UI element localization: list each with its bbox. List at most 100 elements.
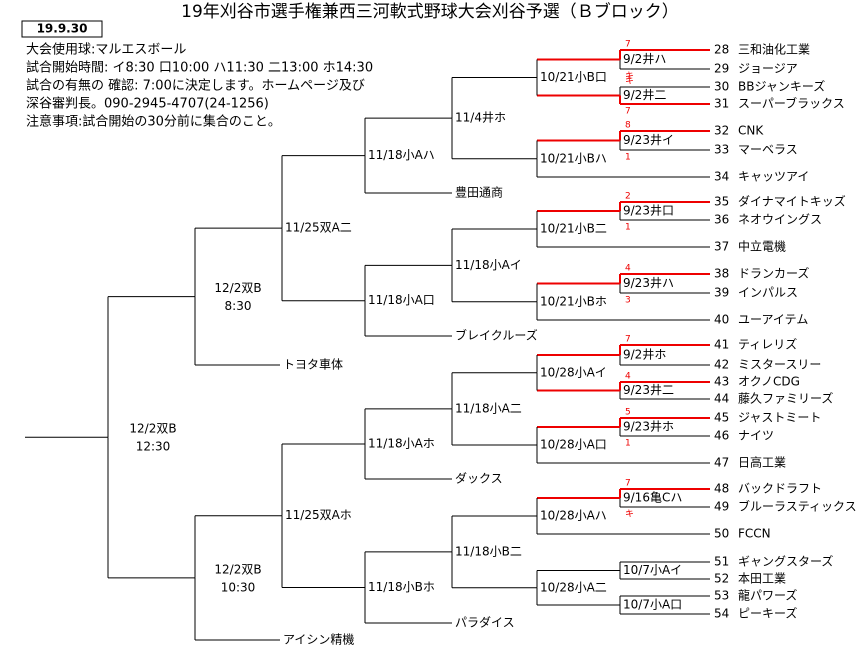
team-number: 32 [714, 124, 729, 138]
match-label: 12/2双B [214, 281, 261, 295]
team-number: 47 [714, 456, 729, 470]
team-name: FCCN [738, 527, 771, 541]
team-number: 29 [714, 62, 729, 76]
team-name: ピーキーズ [738, 606, 797, 621]
team-number: 36 [714, 213, 729, 227]
team-name: ユーアイテム [738, 313, 808, 327]
score: 7 [625, 107, 631, 117]
match-label: 9/23井ホ [623, 420, 674, 434]
team-name: BBジャンキーズ [738, 79, 825, 94]
match-label: 9/23井ハ [623, 276, 674, 290]
match-label: 11/18小Aイ [455, 258, 522, 272]
info-line: 注意事項:試合開始の30分前に集合のこと。 [26, 114, 281, 130]
match-label: 10/28小Aイ [540, 365, 607, 379]
team-number: 48 [714, 482, 729, 496]
team-name: ミスタースリー [738, 358, 821, 372]
date: 19.9.30 [37, 22, 88, 36]
team-name: 三和油化工業 [738, 43, 810, 57]
team-name: ナイツ [738, 429, 774, 443]
team-number: 45 [714, 411, 729, 425]
team-name: ネオウイングス [738, 213, 822, 227]
info-line: 深谷審判長。090-2945-4707(24-1256) [26, 97, 269, 112]
team-number: 51 [714, 555, 729, 569]
seed-team: ブレイクルーズ [455, 328, 538, 343]
info-line: 試合開始時間: イ8:30 口10:00 ハ11:30 二13:00 ホ14:3… [26, 60, 373, 76]
score: 5 [625, 408, 631, 418]
team-number: 49 [714, 500, 729, 514]
seed-team: ダックス [455, 471, 503, 486]
team-number: 30 [714, 80, 729, 94]
match-label: 9/16亀Cハ [623, 491, 682, 505]
team-name: キャッツアイ [738, 170, 809, 184]
team-name: CNK [738, 124, 764, 138]
match-label: 12/2双B [129, 422, 176, 436]
team-name: 龍パワーズ [738, 588, 797, 603]
match-label: 10/21小B二 [540, 222, 607, 236]
match-label: 12/2双B [214, 562, 261, 576]
match-label: 10/21小Bホ [540, 294, 607, 308]
team-name: 中立電機 [738, 239, 786, 254]
score: 1 [625, 223, 631, 233]
match-label: 11/18小A口 [368, 293, 435, 307]
team-name: ブルーラスティックス [738, 499, 857, 514]
match-time: 12:30 [136, 440, 171, 454]
team-name: オクノCDG [738, 375, 800, 389]
team-name: ティレリズ [738, 337, 797, 352]
team-number: 43 [714, 375, 729, 389]
score: 4 [625, 372, 631, 382]
score: 8 [625, 121, 631, 131]
team-name: スーパーブラックス [738, 96, 845, 111]
score: 7 [625, 335, 631, 345]
score: キ [625, 72, 634, 82]
team-number: 53 [714, 589, 729, 603]
team-name: ドランカーズ [738, 266, 809, 281]
team-number: 31 [714, 97, 729, 111]
match-label: 11/25双A二 [285, 221, 352, 235]
match-label: 10/28小A二 [540, 580, 607, 594]
team-name: 藤久ファミリーズ [738, 391, 833, 406]
match-time: 10:30 [221, 580, 256, 594]
score: 1 [625, 153, 631, 163]
info-line: 試合の有無の 確認: 7:00に決定します。ホームページ及び [26, 78, 365, 94]
match-label: 11/4井ホ [455, 111, 506, 125]
match-label: 9/23井イ [623, 133, 674, 147]
score: キ [625, 77, 634, 87]
match-label: 10/7小A口 [623, 598, 682, 612]
match-label: 11/18小B二 [455, 544, 522, 558]
match-label: 10/21小Bハ [540, 151, 607, 165]
match-label: 10/7小Aイ [623, 563, 682, 577]
score: 1 [625, 439, 631, 449]
score: 7 [625, 479, 631, 489]
match-time: 8:30 [225, 299, 252, 313]
match-label: 10/28小Aハ [540, 509, 607, 523]
match-label: 10/21小B口 [540, 70, 607, 84]
match-label: 11/18小Bホ [368, 580, 435, 594]
seed-team: パラダイス [455, 615, 515, 630]
match-label: 11/18小Aハ [368, 148, 435, 162]
team-number: 35 [714, 195, 729, 209]
team-number: 50 [714, 527, 729, 541]
match-label: 9/2井ハ [623, 52, 666, 66]
team-name: マーベラス [738, 143, 798, 157]
title: 19年刈谷市選手権兼西三河軟式野球大会刈谷予選（Ｂブロック） [181, 1, 679, 22]
team-name: ダイナマイトキッズ [738, 194, 846, 209]
match-label: 9/23井口 [623, 204, 674, 218]
team-number: 33 [714, 143, 729, 157]
match-label: 9/2井二 [623, 88, 666, 102]
team-name: 本田工業 [738, 572, 786, 586]
team-name: バックドラフト [738, 482, 822, 496]
seed-team: トヨタ車体 [283, 358, 343, 372]
team-name: ジョージア [738, 62, 798, 76]
seed-team: アイシン精機 [283, 632, 354, 647]
match-label: 9/2井ホ [623, 348, 666, 362]
team-number: 54 [714, 607, 729, 621]
team-number: 38 [714, 267, 729, 281]
team-number: 37 [714, 240, 729, 254]
score: 4 [625, 264, 631, 274]
score: キ [625, 510, 634, 520]
team-number: 28 [714, 43, 729, 57]
team-number: 44 [714, 392, 729, 406]
match-label: 10/28小A口 [540, 438, 607, 452]
match-label: 11/25双Aホ [285, 508, 352, 522]
